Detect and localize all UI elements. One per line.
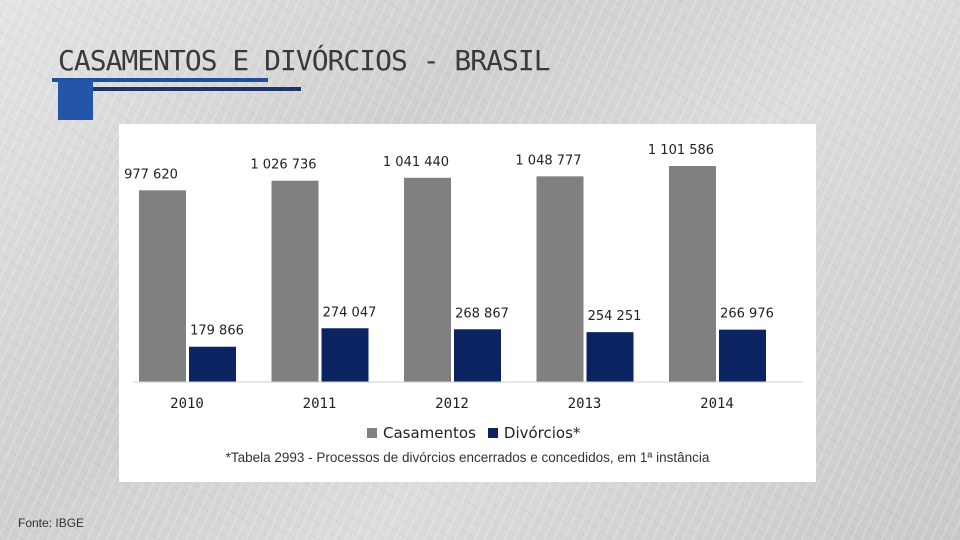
source-note: Fonte: IBGE xyxy=(18,516,85,530)
legend-swatch-divorcios xyxy=(487,428,498,438)
bar-casamentos-2012 xyxy=(404,177,451,382)
data-label-divorcios-2014: 266 976 xyxy=(720,307,774,322)
data-label-divorcios-2012: 268 867 xyxy=(455,306,509,321)
chart-footnote: *Tabela 2993 - Processos de divórcios en… xyxy=(225,450,710,465)
x-tick-2011: 2011 xyxy=(303,396,337,412)
x-tick-2013: 2013 xyxy=(568,396,602,412)
bar-divorcios-2012 xyxy=(454,329,501,382)
bar-casamentos-2014 xyxy=(669,166,716,382)
slide-title: CASAMENTOS E DIVÓRCIOS - BRASIL xyxy=(58,44,551,77)
legend-label-divorcios: Divórcios* xyxy=(503,424,581,442)
data-label-divorcios-2011: 274 047 xyxy=(323,305,377,320)
data-label-divorcios-2013: 254 251 xyxy=(588,309,642,324)
x-tick-2014: 2014 xyxy=(700,396,734,412)
legend-label-casamentos: Casamentos xyxy=(383,424,476,442)
bar-chart: 977 620 179 866 2010 1 026 736 274 047 2011 1 … xyxy=(124,143,803,412)
data-label-casamentos-2011: 1 026 736 xyxy=(250,158,316,173)
bar-divorcios-2010 xyxy=(189,346,236,382)
bar-divorcios-2014 xyxy=(719,329,766,382)
bar-divorcios-2011 xyxy=(321,328,369,382)
chart-panel: 977 620 179 866 2010 1 026 736 274 047 2011 1 … xyxy=(119,124,816,482)
bar-casamentos-2011 xyxy=(271,180,319,382)
data-label-casamentos-2014: 1 101 586 xyxy=(648,143,714,158)
data-label-casamentos-2012: 1 041 440 xyxy=(383,155,449,170)
x-tick-2012: 2012 xyxy=(435,396,469,412)
legend-item-divorcios: Divórcios* xyxy=(487,424,581,442)
bar-divorcios-2013 xyxy=(586,332,634,382)
legend-item-casamentos: Casamentos xyxy=(367,424,476,442)
legend-swatch-casamentos xyxy=(367,428,377,438)
chart-legend: Casamentos Divórcios* xyxy=(367,424,592,442)
x-tick-2010: 2010 xyxy=(170,396,204,412)
accent-square xyxy=(58,80,93,120)
bar-casamentos-2013 xyxy=(536,176,584,382)
title-underline-navy xyxy=(93,87,301,91)
data-label-divorcios-2010: 179 866 xyxy=(190,324,244,339)
bar-casamentos-2010 xyxy=(139,190,186,382)
data-label-casamentos-2010: 977 620 xyxy=(124,167,178,182)
title-underline-blue xyxy=(52,78,268,82)
data-label-casamentos-2013: 1 048 777 xyxy=(515,153,581,168)
